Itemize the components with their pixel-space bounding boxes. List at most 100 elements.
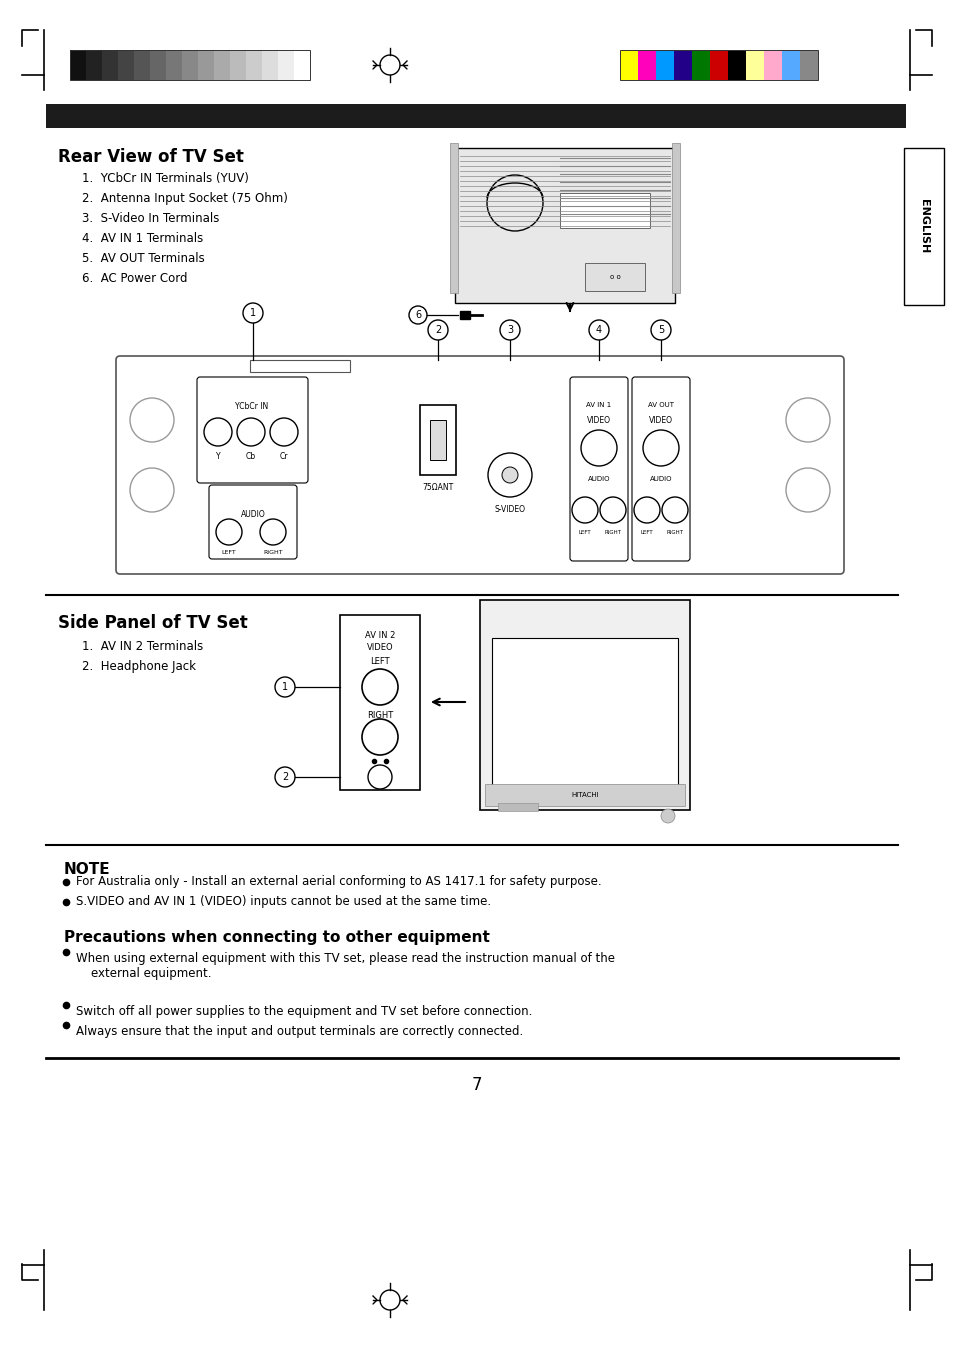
Circle shape [501, 466, 517, 483]
FancyBboxPatch shape [569, 377, 627, 561]
Bar [150, 50, 166, 80]
Bar [118, 50, 133, 80]
Circle shape [274, 677, 294, 697]
Text: Cr: Cr [279, 452, 288, 461]
Bar [262, 50, 277, 80]
Bar [903, 148, 943, 305]
Circle shape [274, 767, 294, 787]
Bar [294, 50, 310, 80]
Text: For Australia only - Install an external aerial conforming to AS 1417.1 for safe: For Australia only - Install an external… [76, 875, 601, 888]
Text: AV OUT: AV OUT [647, 402, 673, 408]
Text: S.VIDEO and AV IN 1 (VIDEO) inputs cannot be used at the same time.: S.VIDEO and AV IN 1 (VIDEO) inputs canno… [76, 895, 491, 909]
FancyBboxPatch shape [116, 356, 843, 574]
Text: AUDIO: AUDIO [240, 510, 265, 519]
Text: 2: 2 [281, 772, 288, 782]
Text: 6.  AC Power Cord: 6. AC Power Cord [82, 272, 188, 284]
Bar [497, 803, 537, 811]
Text: 7: 7 [471, 1076, 482, 1095]
Bar [619, 50, 817, 80]
Bar [419, 404, 456, 474]
Text: Switch off all power supplies to the equipment and TV set before connection.: Switch off all power supplies to the equ… [76, 1006, 532, 1018]
Bar [691, 50, 709, 80]
Text: Side Panel of TV Set: Side Panel of TV Set [58, 613, 248, 632]
FancyBboxPatch shape [196, 377, 308, 483]
FancyBboxPatch shape [209, 485, 296, 559]
Text: 4: 4 [596, 325, 601, 336]
Bar [246, 50, 262, 80]
Text: 2.  Headphone Jack: 2. Headphone Jack [82, 661, 195, 673]
Bar [673, 50, 691, 80]
Circle shape [499, 319, 519, 340]
Bar [277, 50, 294, 80]
Bar [638, 50, 656, 80]
Text: RIGHT: RIGHT [604, 530, 620, 535]
Text: RIGHT: RIGHT [263, 550, 282, 555]
Text: 1.  YCbCr IN Terminals (YUV): 1. YCbCr IN Terminals (YUV) [82, 173, 249, 185]
Text: 3: 3 [506, 325, 513, 336]
Text: LEFT: LEFT [221, 550, 236, 555]
Text: AUDIO: AUDIO [587, 476, 610, 483]
Bar [70, 50, 310, 80]
Text: VIDEO: VIDEO [648, 417, 672, 425]
Bar [800, 50, 817, 80]
Text: Y: Y [215, 452, 220, 461]
Bar [763, 50, 781, 80]
Text: RIGHT: RIGHT [367, 710, 393, 720]
Bar [727, 50, 745, 80]
Bar [230, 50, 246, 80]
Bar [166, 50, 182, 80]
Circle shape [660, 809, 675, 824]
Bar [781, 50, 800, 80]
Text: When using external equipment with this TV set, please read the instruction manu: When using external equipment with this … [76, 952, 615, 980]
Circle shape [409, 306, 427, 324]
Bar [430, 421, 446, 460]
Text: 75ΩANT: 75ΩANT [422, 483, 453, 492]
FancyBboxPatch shape [631, 377, 689, 561]
Bar [70, 50, 86, 80]
Bar [339, 615, 419, 790]
Text: 3.  S-Video In Terminals: 3. S-Video In Terminals [82, 212, 219, 225]
Bar [559, 193, 649, 228]
Text: NOTE: NOTE [64, 861, 111, 878]
Circle shape [650, 319, 670, 340]
Bar [671, 143, 679, 293]
Circle shape [243, 303, 263, 324]
Text: AV IN 1: AV IN 1 [586, 402, 611, 408]
Bar [484, 785, 684, 806]
Bar [584, 263, 644, 291]
Bar [250, 360, 350, 372]
Text: Rear View of TV Set: Rear View of TV Set [58, 148, 244, 166]
Text: Precautions when connecting to other equipment: Precautions when connecting to other equ… [64, 930, 489, 945]
Text: 6: 6 [415, 310, 420, 319]
Text: 1: 1 [250, 307, 255, 318]
Text: Always ensure that the input and output terminals are correctly connected.: Always ensure that the input and output … [76, 1024, 522, 1038]
Bar [619, 50, 638, 80]
Text: HITACHI: HITACHI [571, 793, 598, 798]
Circle shape [588, 319, 608, 340]
Text: YCbCr IN: YCbCr IN [235, 402, 269, 411]
Text: 4.  AV IN 1 Terminals: 4. AV IN 1 Terminals [82, 232, 203, 245]
Text: 5: 5 [658, 325, 663, 336]
Bar [450, 143, 457, 293]
Bar [102, 50, 118, 80]
Text: LEFT: LEFT [640, 530, 653, 535]
Text: 1.  AV IN 2 Terminals: 1. AV IN 2 Terminals [82, 640, 203, 652]
Text: 2.  Antenna Input Socket (75 Ohm): 2. Antenna Input Socket (75 Ohm) [82, 191, 288, 205]
Bar [492, 638, 678, 798]
Text: Cb: Cb [246, 452, 255, 461]
Bar [133, 50, 150, 80]
Text: o o: o o [609, 274, 619, 280]
Bar [46, 104, 905, 128]
Text: 5.  AV OUT Terminals: 5. AV OUT Terminals [82, 252, 205, 266]
Bar [709, 50, 727, 80]
Bar [455, 148, 675, 303]
Bar [198, 50, 213, 80]
Text: LEFT: LEFT [370, 656, 390, 666]
Text: S-VIDEO: S-VIDEO [494, 506, 525, 514]
Circle shape [428, 319, 448, 340]
Text: VIDEO: VIDEO [366, 643, 393, 652]
Bar [459, 311, 470, 319]
Bar [182, 50, 198, 80]
Bar [213, 50, 230, 80]
Text: 1: 1 [282, 682, 288, 692]
